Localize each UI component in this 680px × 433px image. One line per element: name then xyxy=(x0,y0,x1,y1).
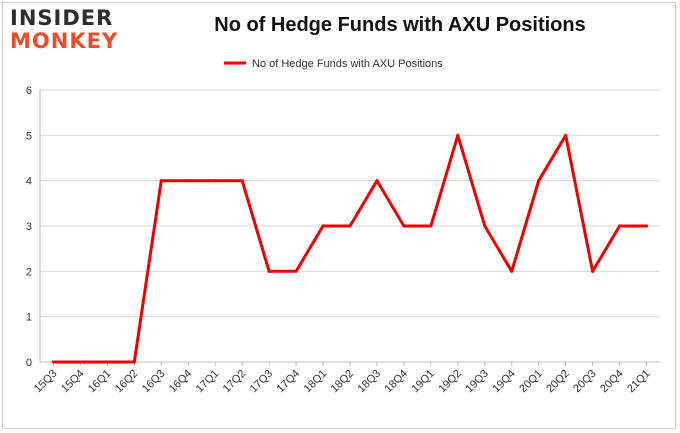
x-tick-label-19Q4: 19Q4 xyxy=(490,368,518,396)
x-tick-label-15Q3: 15Q3 xyxy=(32,368,60,396)
data-point-15Q4 xyxy=(78,360,82,364)
chart-title: No of Hedge Funds with AXU Positions xyxy=(214,14,586,36)
data-point-18Q1 xyxy=(321,224,325,228)
data-point-17Q4 xyxy=(294,269,298,273)
data-point-20Q3 xyxy=(591,269,595,273)
data-point-16Q4 xyxy=(186,179,190,183)
data-point-19Q2 xyxy=(456,133,460,137)
x-tick-label-18Q3: 18Q3 xyxy=(356,368,384,396)
data-point-19Q4 xyxy=(510,269,514,273)
x-tick-label-20Q3: 20Q3 xyxy=(571,368,599,396)
y-tick-label-5: 5 xyxy=(26,130,32,142)
y-tick-label-3: 3 xyxy=(26,221,32,233)
legend-label: No of Hedge Funds with AXU Positions xyxy=(252,58,443,70)
x-tick-label-18Q1: 18Q1 xyxy=(302,368,330,396)
y-tick-label-2: 2 xyxy=(26,266,32,278)
x-tick-label-19Q1: 19Q1 xyxy=(409,368,437,396)
data-point-18Q3 xyxy=(375,179,379,183)
x-tick-label-20Q1: 20Q1 xyxy=(517,368,545,396)
logo-line-1: INSIDER xyxy=(10,6,114,30)
x-tick-label-15Q4: 15Q4 xyxy=(59,368,87,396)
data-point-20Q1 xyxy=(537,179,541,183)
data-point-21Q1 xyxy=(645,224,649,228)
x-tick-label-17Q4: 17Q4 xyxy=(275,368,303,396)
chart-frame xyxy=(2,2,676,429)
data-point-19Q3 xyxy=(483,224,487,228)
x-tick-label-17Q3: 17Q3 xyxy=(248,368,276,396)
y-tick-label-4: 4 xyxy=(26,176,32,188)
x-tick-label-16Q2: 16Q2 xyxy=(113,368,141,396)
x-tick-label-18Q4: 18Q4 xyxy=(383,368,411,396)
insider-monkey-logo: INSIDER MONKEY xyxy=(10,8,128,52)
y-tick-label-6: 6 xyxy=(26,85,32,97)
x-tick-label-16Q4: 16Q4 xyxy=(167,368,195,396)
data-point-18Q2 xyxy=(348,224,352,228)
data-point-17Q2 xyxy=(240,179,244,183)
data-point-16Q2 xyxy=(132,360,136,364)
x-tick-label-16Q3: 16Q3 xyxy=(140,368,168,396)
x-tick-label-17Q2: 17Q2 xyxy=(221,368,249,396)
x-tick-label-17Q1: 17Q1 xyxy=(194,368,222,396)
series-line-0 xyxy=(52,133,648,364)
logo-line-2: MONKEY xyxy=(10,29,119,53)
data-point-16Q1 xyxy=(105,360,109,364)
x-tick-label-21Q1: 21Q1 xyxy=(625,368,653,396)
data-point-16Q3 xyxy=(159,179,163,183)
x-tick-label-16Q1: 16Q1 xyxy=(86,368,114,396)
data-point-15Q3 xyxy=(51,360,55,364)
data-point-20Q4 xyxy=(618,224,622,228)
x-tick-label-18Q2: 18Q2 xyxy=(329,368,357,396)
x-tick-label-20Q4: 20Q4 xyxy=(598,368,626,396)
x-tick-label-19Q3: 19Q3 xyxy=(463,368,491,396)
data-point-18Q4 xyxy=(402,224,406,228)
x-tick-label-19Q2: 19Q2 xyxy=(436,368,464,396)
y-tick-label-0: 0 xyxy=(26,357,32,369)
y-tick-label-1: 1 xyxy=(26,312,32,324)
data-point-17Q1 xyxy=(213,179,217,183)
data-point-19Q1 xyxy=(429,224,433,228)
data-point-20Q2 xyxy=(564,133,568,137)
x-tick-label-20Q2: 20Q2 xyxy=(544,368,572,396)
data-point-17Q3 xyxy=(267,269,271,273)
